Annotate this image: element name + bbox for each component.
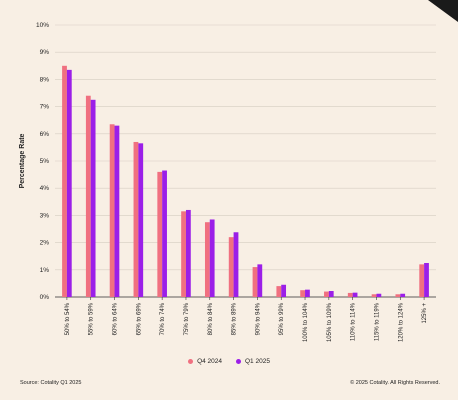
bar-q1-2025 — [233, 232, 239, 297]
x-tick-label: 100% to 104% — [303, 302, 309, 342]
x-tick-label: 120% to 124% — [398, 302, 404, 342]
x-tick-label: 50% to 54% — [65, 302, 71, 335]
x-tick-label: 85% to 89% — [232, 302, 238, 335]
bar-q1-2025 — [257, 264, 263, 297]
bar-q1-2025 — [281, 284, 287, 297]
bar-q4-2024 — [300, 290, 306, 297]
bar-q1-2025 — [424, 263, 429, 297]
legend-swatch-q1 — [236, 359, 241, 364]
x-tick-label: 70% to 74% — [160, 302, 166, 335]
bar-q4-2024 — [419, 264, 425, 297]
bar-q1-2025 — [400, 293, 406, 297]
bar-q1-2025 — [376, 293, 382, 297]
bar-q4-2024 — [395, 294, 401, 297]
bar-q1-2025 — [328, 291, 334, 297]
x-tick-label: 90% to 94% — [255, 302, 261, 335]
bar-q4-2024 — [324, 291, 329, 297]
y-tick-label: 8% — [40, 76, 50, 83]
bar-q1-2025 — [66, 69, 72, 297]
y-tick-label: 2% — [40, 240, 50, 247]
y-tick-label: 6% — [40, 131, 50, 138]
bar-q4-2024 — [62, 65, 67, 297]
y-tick-label: 1% — [40, 267, 50, 274]
bar-q1-2025 — [138, 143, 144, 297]
y-axis-title: Percentage Rate — [19, 133, 26, 188]
bar-q4-2024 — [133, 141, 139, 297]
x-tick-label: 115% to 119% — [374, 302, 380, 341]
x-tick-label: 125% + — [422, 303, 428, 324]
bar-q4-2024 — [157, 171, 163, 297]
bar-q1-2025 — [90, 99, 96, 297]
x-tick-label: 95% to 99% — [279, 302, 285, 335]
y-tick-label: 9% — [40, 49, 50, 56]
bar-q4-2024 — [252, 267, 258, 297]
x-tick-label: 75% to 79% — [184, 302, 190, 335]
bar-q4-2024 — [276, 286, 282, 297]
x-tick-label: 55% to 59% — [89, 302, 95, 335]
x-tick-label: 65% to 69% — [136, 302, 142, 335]
legend-item-q4: Q4 2024 — [188, 358, 222, 365]
legend: Q4 2024 Q1 2025 — [0, 358, 458, 365]
bar-q4-2024 — [181, 211, 186, 297]
bar-q4-2024 — [228, 237, 234, 297]
bar-q1-2025 — [209, 219, 215, 297]
bar-q1-2025 — [305, 289, 310, 297]
y-tick-label: 0% — [40, 294, 50, 301]
corner-decoration — [428, 0, 458, 22]
y-tick-label: 7% — [40, 104, 50, 111]
y-tick-label: 10% — [36, 22, 49, 29]
legend-swatch-q4 — [188, 359, 194, 364]
x-tick-label: 105% to 109% — [327, 302, 333, 342]
bar-q4-2024 — [347, 292, 353, 297]
bar-q4-2024 — [85, 95, 91, 297]
legend-label-q4: Q4 2024 — [197, 358, 222, 365]
x-tick-label: 110% to 114% — [351, 302, 357, 341]
bar-q1-2025 — [114, 125, 120, 297]
x-tick-label: 60% to 64% — [113, 302, 119, 335]
bar-q1-2025 — [185, 209, 191, 297]
source-note: Source: Cotality Q1 2025 — [20, 380, 82, 386]
y-tick-label: 3% — [40, 212, 50, 219]
legend-item-q1: Q1 2025 — [236, 358, 270, 365]
x-tick-label: 80% to 84% — [208, 302, 214, 335]
bar-q1-2025 — [352, 292, 358, 297]
copyright-note: © 2025 Cotality. All Rights Reserved. — [350, 380, 440, 386]
bar-q1-2025 — [162, 170, 167, 297]
bar-q4-2024 — [371, 294, 377, 297]
bar-q4-2024 — [204, 222, 210, 297]
legend-label-q1: Q1 2025 — [245, 358, 270, 365]
bar-q4-2024 — [109, 124, 115, 297]
y-tick-label: 5% — [40, 158, 50, 165]
y-tick-label: 4% — [40, 185, 50, 192]
